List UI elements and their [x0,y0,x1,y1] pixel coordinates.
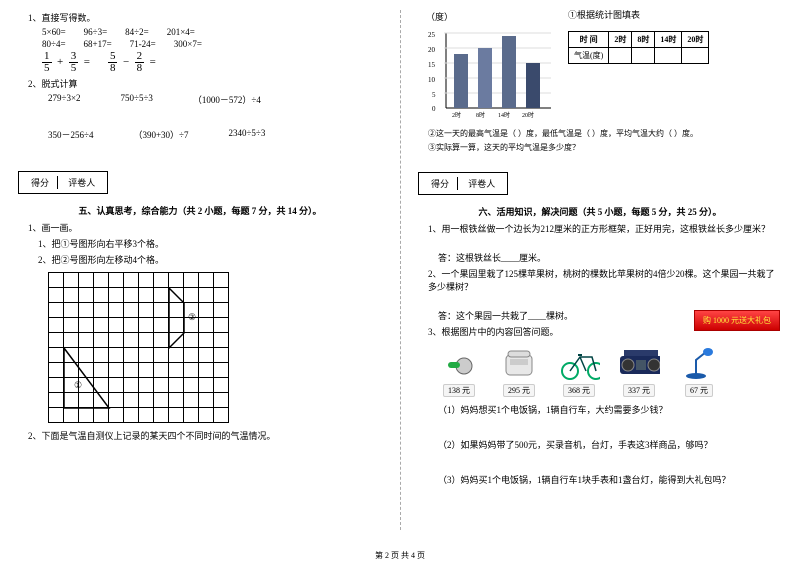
q2-row1: 279÷3×2 750÷5÷3 （1000－572）÷4 [48,93,382,106]
eq: 71-24= [130,39,156,49]
watch-icon [438,344,480,382]
svg-text:5: 5 [432,91,436,99]
q6-3-2: （2）如果妈妈带了500元，买录音机，台灯，手表这3样商品，够吗？ [438,438,782,451]
q5-1b: 2、把②号图形向左移动4个格。 [38,253,382,266]
eq: 5×60= [42,27,66,37]
score-cell: 得分 [23,176,58,189]
q1-title: 1、直接写得数。 [28,11,382,24]
shop-item-bike: 368 元 [558,344,600,397]
shop-items: 138 元 295 元 368 元 337 元 67 元 [438,344,782,397]
cell [609,48,632,64]
expr: 2340÷5÷3 [228,128,265,141]
price: 295 元 [503,384,535,397]
svg-text:2时: 2时 [452,111,461,119]
score-box: 得分 评卷人 [418,172,508,195]
cooker-icon [498,344,540,382]
svg-text:25: 25 [428,31,436,39]
q6-3-3: （3）妈妈买1个电饭锅，1辆自行车1块手表和1盏台灯，能得到大礼包吗？ [438,473,782,486]
th: 8时 [632,32,655,48]
svg-text:15: 15 [428,61,436,69]
expr: （1000－572）÷4 [193,93,261,106]
svg-text:14时: 14时 [498,111,510,119]
cell [632,48,655,64]
shop-item-cooker: 295 元 [498,344,540,397]
q6-1: 1、用一根铁丝做一个边长为212厘米的正方形框架，正好用完，这根铁丝长多少厘米？ [428,222,782,235]
eq: 84÷2= [125,27,149,37]
chart-q2: ②这一天的最高气温是（ ）度，最低气温是（ ）度，平均气温大约（ ）度。 [428,128,782,139]
promo-banner: 购 1000 元送大礼包 [694,310,780,331]
expr: 350－256÷4 [48,128,93,141]
cell [682,48,709,64]
svg-text:20: 20 [428,46,436,54]
th: 2时 [609,32,632,48]
th: 时 间 [569,32,609,48]
chart-ylabel: （度） [426,10,556,23]
frac-expr: 58 − 28 = [108,51,156,74]
shop-item-watch: 138 元 [438,344,480,397]
expr: （390+30）÷7 [133,128,188,141]
row-label: 气温(度) [569,48,609,64]
page: 1、直接写得数。 5×60= 96÷3= 84÷2= 201×4= 80÷4= … [0,0,800,540]
reviewer-cell: 评卷人 [460,177,503,190]
shape2-label: ② [188,312,196,322]
section6-title: 六、活用知识，解决问题（共 5 小题，每题 5 分，共 25 分）。 [418,205,782,218]
q1-row2: 80÷4= 68+17= 71-24= 300×7= [42,39,382,49]
th: 20时 [682,32,709,48]
left-column: 1、直接写得数。 5×60= 96÷3= 84÷2= 201×4= 80÷4= … [0,0,400,540]
frac-expr: 15 + 35 = [42,51,90,74]
price: 67 元 [685,384,713,397]
svg-text:8时: 8时 [476,111,485,119]
q5-2: 2、下面是气温自测仪上记录的某天四个不同时间的气温情况。 [28,429,382,442]
q6-2: 2、一个果园里栽了125棵苹果树，桃树的棵数比苹果树的4倍少20棵。这个果园一共… [428,267,782,293]
chart-q3: ③实际算一算，这天的平均气温是多少度？ [428,142,782,153]
chart-title: ①根据统计图填表 [568,8,709,21]
svg-text:0: 0 [432,105,436,113]
bar-chart-svg: 25 20 15 10 5 0 2时 8时 14时 20时 [426,23,556,123]
q5-1: 1、画一画。 [28,221,382,234]
eq: 201×4= [167,27,195,37]
q2-row2: 350－256÷4 （390+30）÷7 2340÷5÷3 [48,128,382,141]
th: 14时 [655,32,682,48]
eq: 68+17= [84,39,112,49]
q6-1-ans: 答：这根铁丝长____厘米。 [438,251,782,264]
reviewer-cell: 评卷人 [60,176,103,189]
expr: 279÷3×2 [48,93,81,106]
svg-text:20时: 20时 [522,111,534,119]
shape-overlay: ① ② [48,272,230,424]
chart-data-table: 时 间 2时 8时 14时 20时 气温(度) [568,31,709,64]
price: 337 元 [623,384,655,397]
svg-text:10: 10 [428,76,436,84]
score-cell: 得分 [423,177,458,190]
bike-icon [558,344,600,382]
price: 138 元 [443,384,475,397]
page-footer: 第 2 页 共 4 页 [0,550,800,561]
shop-item-lamp: 67 元 [678,344,720,397]
q2-title: 2、脱式计算 [28,77,382,90]
q6-3-1: （1）妈妈想买1个电饭锅，1辆自行车，大约需要多少钱？ [438,403,782,416]
eq: 300×7= [174,39,202,49]
q1-row1: 5×60= 96÷3= 84÷2= 201×4= [42,27,382,37]
eq: 96÷3= [84,27,108,37]
section5-title: 五、认真思考，综合能力（共 2 小题，每题 7 分，共 14 分）。 [18,204,382,217]
grid-figure: ① ② [48,272,382,423]
lamp-icon [678,344,720,382]
q5-1a: 1、把①号图形向右平移3个格。 [38,237,382,250]
cell [655,48,682,64]
radio-icon [618,344,660,382]
eq: 80÷4= [42,39,66,49]
expr: 750÷5÷3 [121,93,153,106]
price: 368 元 [563,384,595,397]
q1-fracs: 15 + 35 = 58 − 28 = [42,51,382,74]
shop-item-radio: 337 元 [618,344,660,397]
right-column: （度） 25 20 15 10 5 0 [400,0,800,540]
shape1-label: ① [74,380,82,390]
chart-area: （度） 25 20 15 10 5 0 [418,8,782,125]
score-box: 得分 评卷人 [18,171,108,194]
